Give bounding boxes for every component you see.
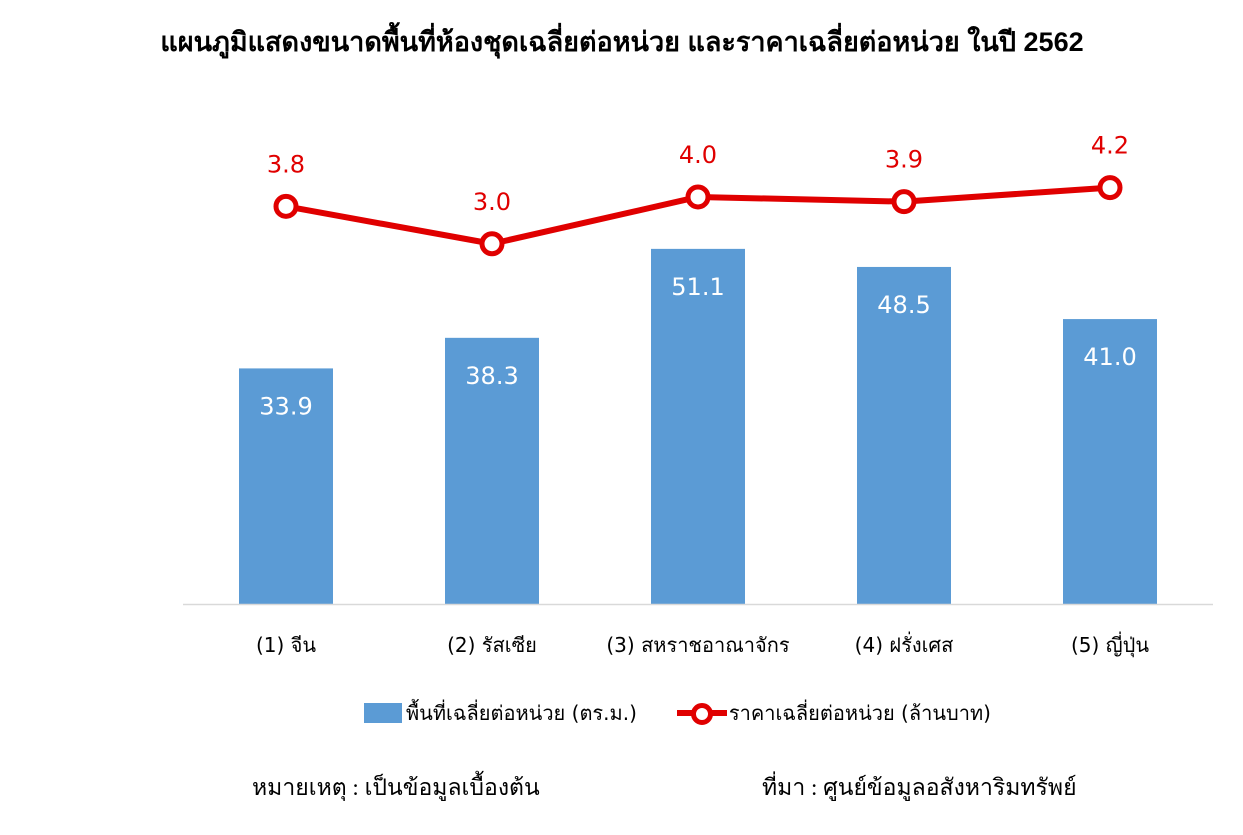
source-note: ที่มา : ศูนย์ข้อมูลอสังหาริมทรัพย์ (762, 775, 1077, 800)
bar-data-label: 51.1 (671, 273, 724, 301)
line-data-label: 3.8 (267, 150, 305, 178)
x-tick-label: (1) จีน (256, 633, 316, 657)
legend-bar-label: พื้นที่เฉลี่ยต่อหน่วย (ตร.ม.) (406, 701, 637, 725)
x-tick-label: (2) รัสเซีย (447, 633, 537, 657)
price-marker (479, 231, 505, 257)
bar (1063, 319, 1157, 604)
line-data-label: 3.9 (885, 146, 923, 174)
line-data-label: 4.2 (1091, 132, 1129, 160)
price-marker (273, 193, 299, 219)
bar-data-label: 48.5 (877, 291, 930, 319)
bar (239, 368, 333, 604)
x-tick-label: (3) สหราชอาณาจักร (606, 633, 789, 657)
bar-data-label: 41.0 (1083, 343, 1136, 371)
bar (445, 337, 539, 604)
line-data-label: 4.0 (679, 141, 717, 169)
legend-line-swatch (676, 701, 727, 725)
x-tick-label: (4) ฝรั่งเศส (855, 631, 954, 657)
price-marker (685, 184, 711, 210)
line-data-label: 3.0 (473, 188, 511, 216)
legend-bar-swatch (364, 703, 402, 723)
x-tick-label: (5) ญี่ปุ่น (1071, 631, 1149, 658)
bar (857, 266, 951, 604)
bar-data-label: 38.3 (465, 362, 518, 390)
chart-title: แผนภูมิแสดงขนาดพื้นที่ห้องชุดเฉลี่ยต่อหน… (160, 27, 1084, 57)
bar (651, 248, 745, 604)
legend: พื้นที่เฉลี่ยต่อหน่วย (ตร.ม.) ราคาเฉลี่ย… (364, 697, 991, 729)
legend-line-label: ราคาเฉลี่ยต่อหน่วย (ล้านบาท) (728, 701, 991, 725)
bar-data-label: 33.9 (259, 392, 312, 420)
price-marker (1097, 175, 1123, 201)
price-marker (891, 189, 917, 215)
remark-note: หมายเหตุ : เป็นข้อมูลเบื้องต้น (252, 775, 540, 800)
